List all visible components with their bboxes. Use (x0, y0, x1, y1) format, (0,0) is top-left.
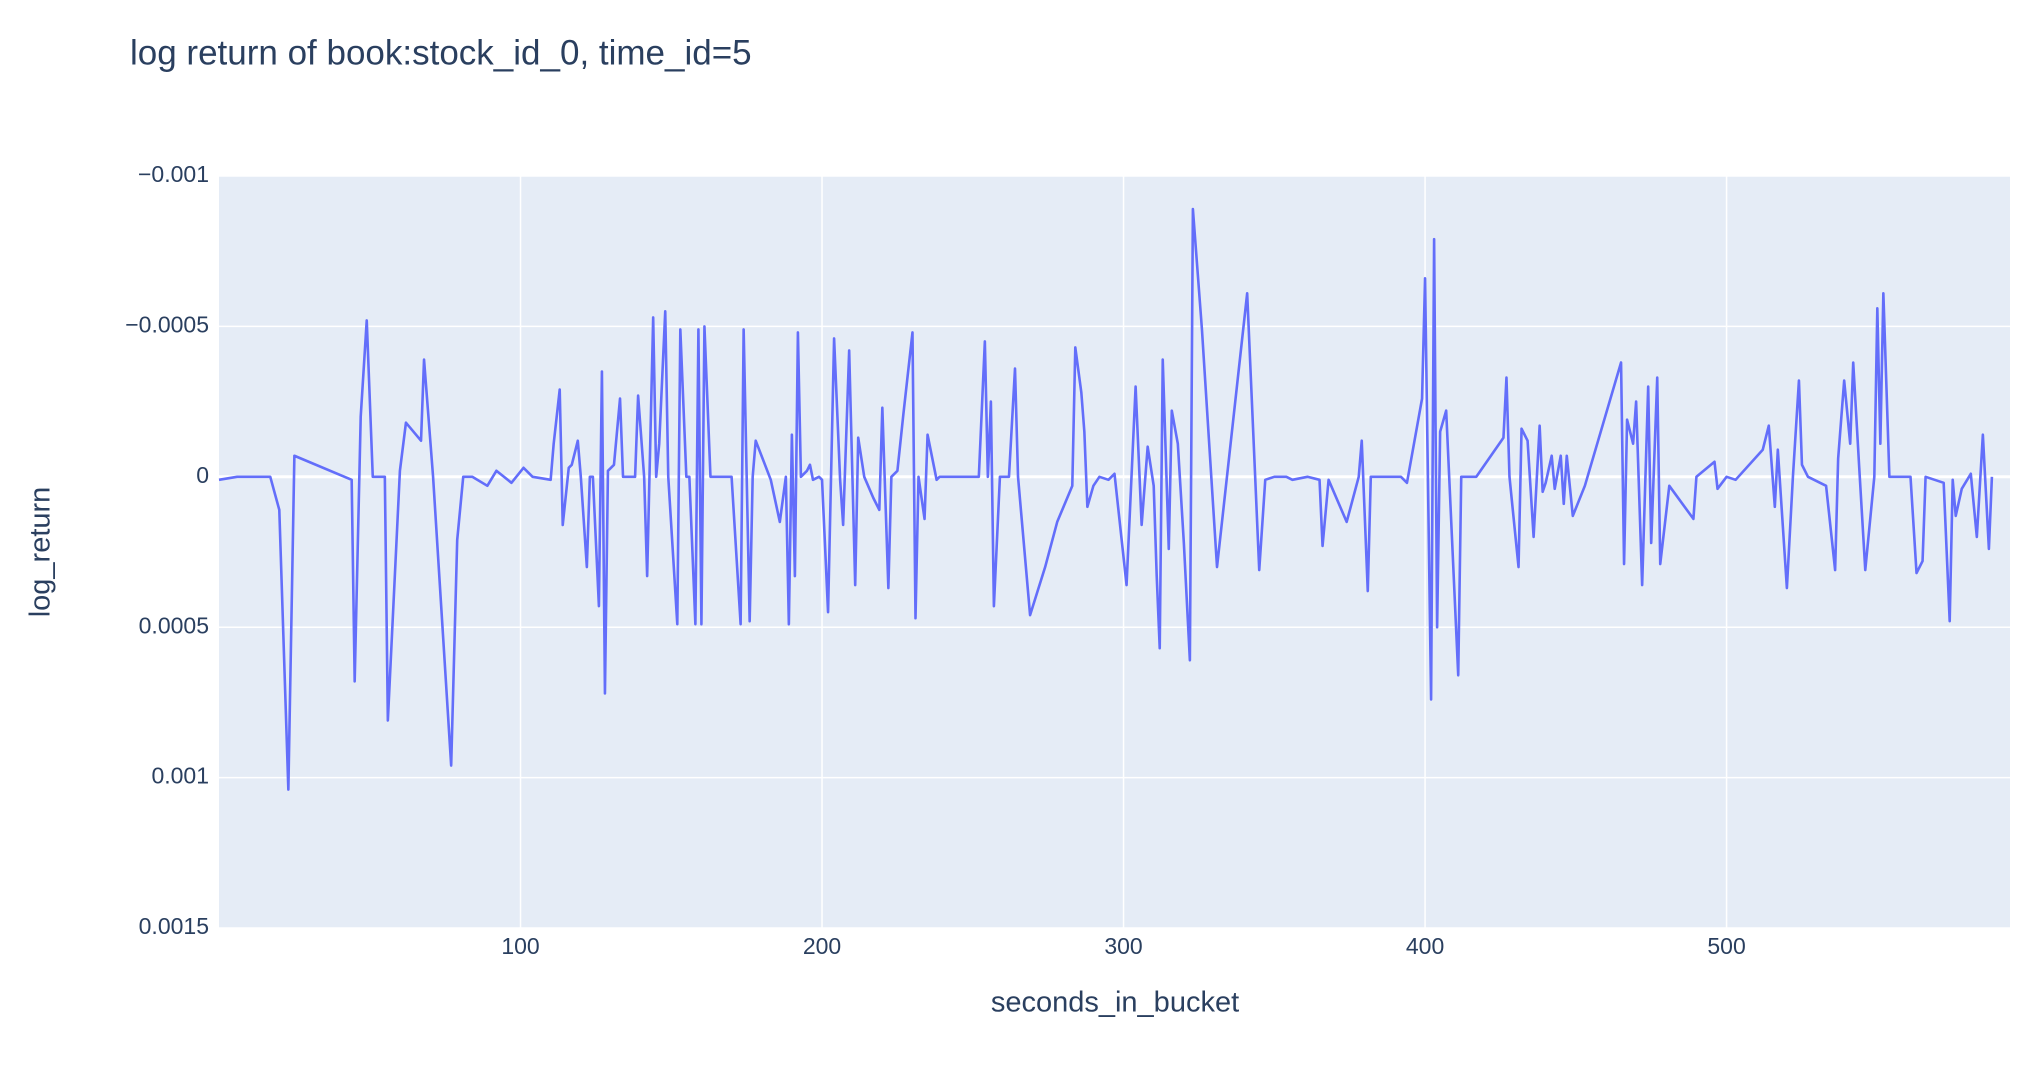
y-tick-label: −0.0005 (125, 311, 209, 337)
data-line (218, 207, 1994, 791)
y-tick-label: 0 (196, 462, 209, 488)
y-tick-label: −0.001 (138, 161, 209, 187)
x-tick-label: 100 (501, 933, 539, 959)
y-tick-label: 0.0005 (139, 612, 209, 638)
x-axis-title: seconds_in_bucket (991, 987, 1239, 1019)
x-tick-label: 300 (1104, 933, 1142, 959)
x-tick-label: 200 (803, 933, 841, 959)
y-axis-title: log_return (25, 487, 57, 618)
y-tick-label: 0.001 (151, 763, 209, 789)
x-tick-label: 400 (1406, 933, 1444, 959)
y-tick-label: 0.0015 (139, 913, 209, 939)
plot-area (219, 176, 2010, 928)
x-tick-label: 500 (1707, 933, 1745, 959)
chart-title: log return of book:stock_id_0, time_id=5 (130, 33, 752, 72)
